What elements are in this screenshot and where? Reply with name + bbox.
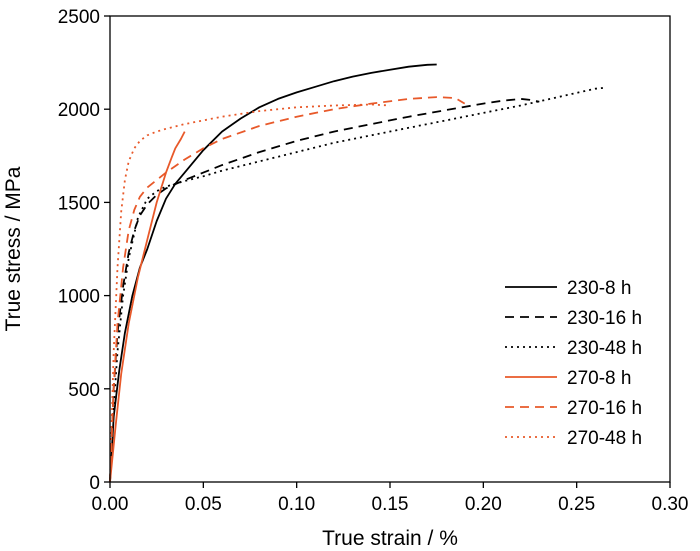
legend-label: 230-16 h (567, 308, 642, 329)
series-line-2 (109, 86, 605, 483)
series-line-4 (109, 96, 466, 483)
series-line-3 (109, 131, 186, 483)
legend: 230-8 h 230-16 h 230-48 h 270-8 h 270-16 h 27… (505, 278, 642, 449)
series-line-1 (109, 98, 540, 483)
series-line-5 (109, 103, 391, 483)
x-tick-label: 0.10 (278, 494, 315, 515)
x-tick-label: 0.05 (185, 494, 222, 515)
x-tick-label: 0.25 (558, 494, 595, 515)
y-tick-label: 0 (89, 473, 100, 494)
legend-label: 270-8 h (567, 368, 631, 389)
x-tick-label: 0.20 (465, 494, 502, 515)
legend-label: 230-8 h (567, 278, 631, 299)
y-tick-label: 2500 (58, 7, 100, 28)
legend-label: 230-48 h (567, 338, 642, 359)
x-tick-label: 0.15 (372, 494, 409, 515)
y-tick-label: 1000 (58, 287, 100, 308)
axes: 0.00 0.05 0.10 0.15 0.20 0.25 0.30 0 500 1000 1500… (58, 7, 689, 515)
y-tick-label: 1500 (58, 193, 100, 214)
legend-label: 270-48 h (567, 428, 642, 449)
plot-area (109, 63, 605, 483)
x-tick-label: 0.00 (92, 494, 129, 515)
y-axis-title: True stress / MPa (2, 166, 25, 331)
x-tick-label: 0.30 (652, 494, 689, 515)
y-tick-label: 500 (68, 380, 100, 401)
legend-label: 270-16 h (567, 398, 642, 419)
x-axis-title: True strain / % (322, 527, 458, 550)
y-tick-label: 2000 (58, 100, 100, 121)
series-line-0 (109, 63, 437, 483)
